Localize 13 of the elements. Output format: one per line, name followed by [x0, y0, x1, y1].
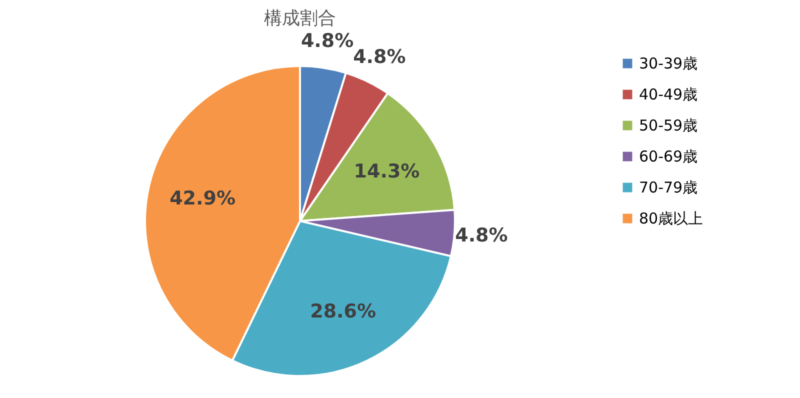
- data-label: 4.8%: [455, 224, 508, 246]
- legend-label: 50-59歳: [639, 116, 698, 134]
- data-label: 14.3%: [354, 160, 420, 182]
- data-label: 4.8%: [353, 46, 406, 68]
- legend-label: 60-69歳: [639, 148, 698, 166]
- legend-label: 80歳以上: [639, 210, 704, 228]
- data-label: 4.8%: [300, 30, 354, 52]
- legend-label: 30-39歳: [639, 54, 698, 72]
- data-label: 42.9%: [170, 188, 236, 210]
- chart-title: 構成割合: [264, 8, 336, 30]
- legend-label: 40-49歳: [639, 86, 698, 104]
- legend-label: 70-79歳: [639, 178, 698, 196]
- data-label: 28.6%: [310, 300, 376, 322]
